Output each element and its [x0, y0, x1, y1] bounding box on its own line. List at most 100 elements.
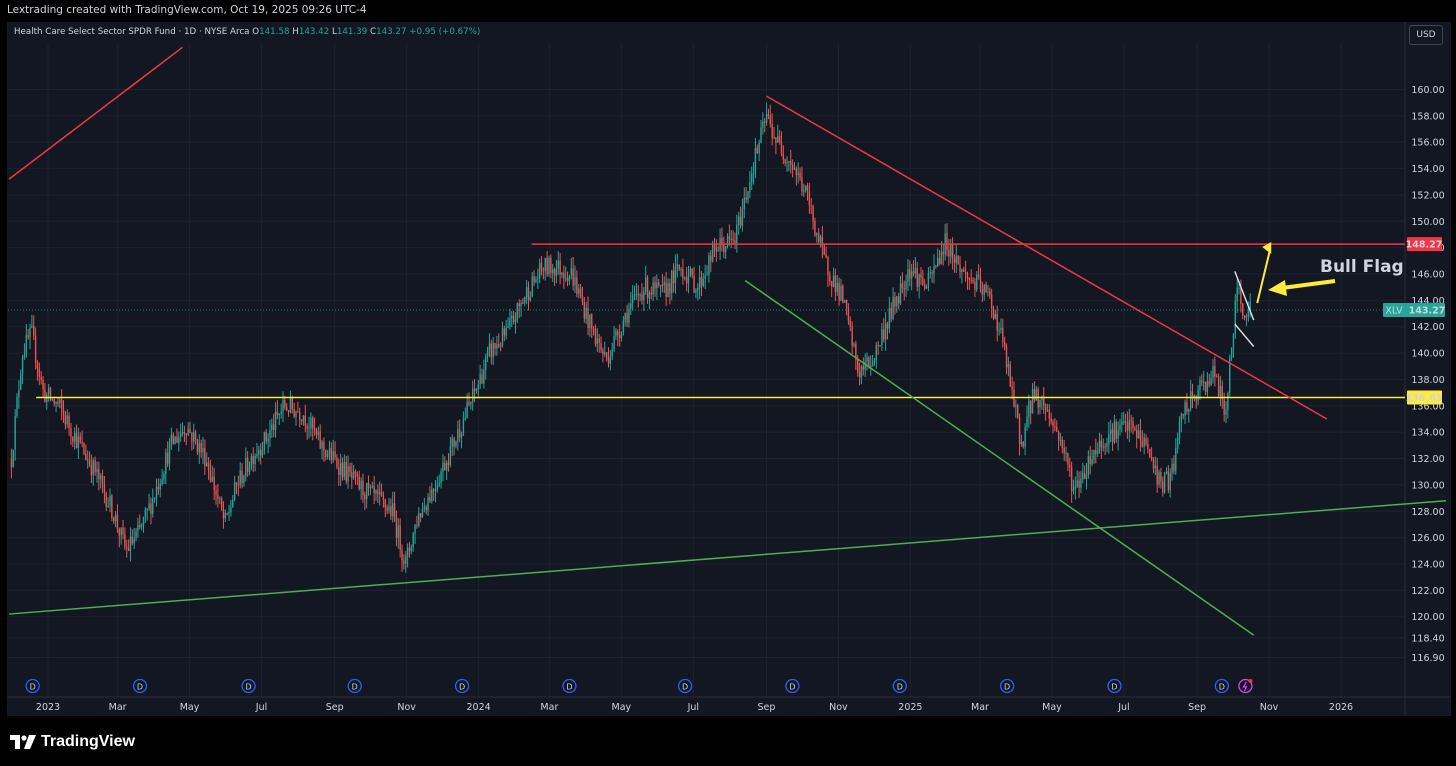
candle-body	[1186, 402, 1188, 412]
time-tick-label: Nov	[1260, 702, 1279, 713]
candle-body	[535, 279, 537, 282]
candle-body	[40, 376, 42, 380]
candle-body	[769, 116, 772, 125]
candle-body	[373, 485, 375, 494]
dividend-marker	[785, 678, 800, 694]
candle-body	[293, 409, 295, 417]
candle-body	[1206, 381, 1209, 393]
candle-body	[451, 438, 453, 447]
candle-body	[245, 457, 247, 476]
candle-body	[1169, 473, 1171, 491]
candle-body	[1085, 474, 1088, 479]
flag-upper-line	[1234, 271, 1255, 321]
candle-body	[135, 531, 137, 539]
candle-body	[572, 268, 574, 286]
candle-body	[287, 410, 290, 413]
dividend-marker	[892, 678, 907, 694]
candle-body	[488, 343, 491, 350]
candle-body	[464, 417, 466, 420]
candle-body	[1173, 463, 1175, 472]
candle-body	[1227, 392, 1229, 410]
candle-body	[176, 436, 178, 443]
candle-body	[124, 534, 126, 548]
candle-body	[33, 325, 35, 336]
candle-body	[864, 361, 866, 370]
candle-body	[241, 470, 243, 484]
candle-body	[631, 295, 634, 304]
candle-body	[226, 513, 228, 515]
candle-body	[754, 148, 757, 174]
currency-button[interactable]: USD	[1409, 25, 1443, 45]
candle-body	[751, 173, 753, 183]
candle-body	[860, 366, 863, 378]
candle-body	[520, 302, 522, 307]
candle-body	[834, 275, 837, 293]
candle-body	[326, 453, 329, 457]
candle-body	[23, 354, 26, 357]
dividend-marker-label: D	[245, 683, 251, 692]
candle-body	[551, 269, 554, 273]
dividend-marker-label: D	[897, 683, 903, 692]
candle-body	[669, 283, 671, 294]
candle-body	[840, 285, 842, 301]
candle-body	[159, 483, 161, 490]
candle-body	[847, 307, 850, 321]
candle-body	[401, 549, 403, 561]
candle-body	[392, 503, 394, 516]
candle-body	[228, 512, 230, 514]
candle-body	[302, 415, 305, 422]
candle-body	[399, 525, 401, 550]
candle-body	[1056, 427, 1058, 432]
candle-body	[202, 448, 204, 453]
candle-body	[537, 278, 539, 280]
candle-body	[680, 269, 682, 271]
candle-body	[589, 314, 591, 328]
time-tick-label: May	[612, 702, 632, 713]
candle-body	[431, 489, 433, 502]
candle-body	[617, 331, 619, 336]
candle-body	[1048, 409, 1051, 419]
price-tick-label: 122.00	[1411, 586, 1444, 597]
candle-body	[470, 401, 472, 405]
time-tick-label: Sep	[758, 702, 776, 713]
candle-body	[455, 440, 457, 447]
candle-body	[299, 412, 301, 420]
candle-body	[109, 495, 111, 506]
candle-body	[1080, 478, 1082, 488]
candle-body	[77, 436, 80, 449]
candle-body	[1035, 389, 1037, 401]
price-tick-label: 160.00	[1411, 85, 1444, 96]
tradingview-logo[interactable]: TradingView	[10, 733, 135, 751]
candle-body	[118, 528, 121, 536]
candle-body	[207, 462, 210, 471]
candle-body	[987, 291, 989, 293]
candle-body	[347, 466, 349, 482]
candle-body	[524, 297, 526, 303]
candle-body	[369, 487, 372, 489]
candle-body	[594, 329, 597, 345]
candle-body	[334, 451, 336, 458]
candle-body	[174, 436, 176, 445]
resistance-price-tag: 148.27	[1406, 240, 1443, 251]
candle-body	[1223, 399, 1225, 415]
candle-body	[1009, 364, 1011, 387]
candle-body	[635, 294, 638, 296]
candle-body	[697, 287, 699, 291]
candle-body	[313, 428, 316, 430]
candle-body	[103, 484, 106, 494]
candle-body	[1109, 429, 1112, 434]
price-tick-label: 150.00	[1411, 217, 1444, 228]
candle-body	[724, 246, 727, 253]
chart-frame[interactable]	[7, 22, 1451, 716]
candle-body	[432, 489, 435, 491]
dividend-marker	[562, 678, 577, 694]
candle-body	[419, 513, 422, 518]
candle-body	[172, 434, 174, 445]
candle-body	[179, 433, 182, 437]
candle-body	[743, 197, 745, 209]
candle-body	[931, 272, 933, 274]
candle-body	[486, 349, 489, 357]
candle-body	[923, 284, 926, 289]
candle-body	[968, 278, 971, 280]
